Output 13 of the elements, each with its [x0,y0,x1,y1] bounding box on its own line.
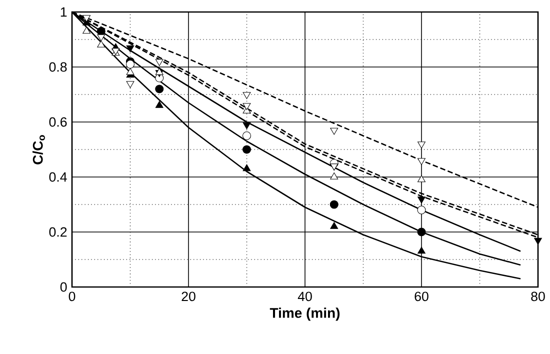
y-tick-label: 0.2 [49,227,67,237]
x-tick-label: 60 [414,292,428,302]
y-tick-label: 1 [60,7,67,17]
x-axis-title: Time (min) [270,308,340,321]
y-tick-label: 0.4 [49,172,67,182]
y-tick-label: 0.6 [49,117,67,127]
x-tick-label: 80 [531,292,545,302]
y-tick-label: 0 [60,282,67,292]
y-tick-label: 0.8 [49,62,67,72]
y-axis-title: C/C$_{o}$ [32,135,45,164]
x-tick-label: 0 [68,292,76,302]
x-tick-label: 20 [182,292,196,302]
x-tick-label: 40 [298,292,312,302]
